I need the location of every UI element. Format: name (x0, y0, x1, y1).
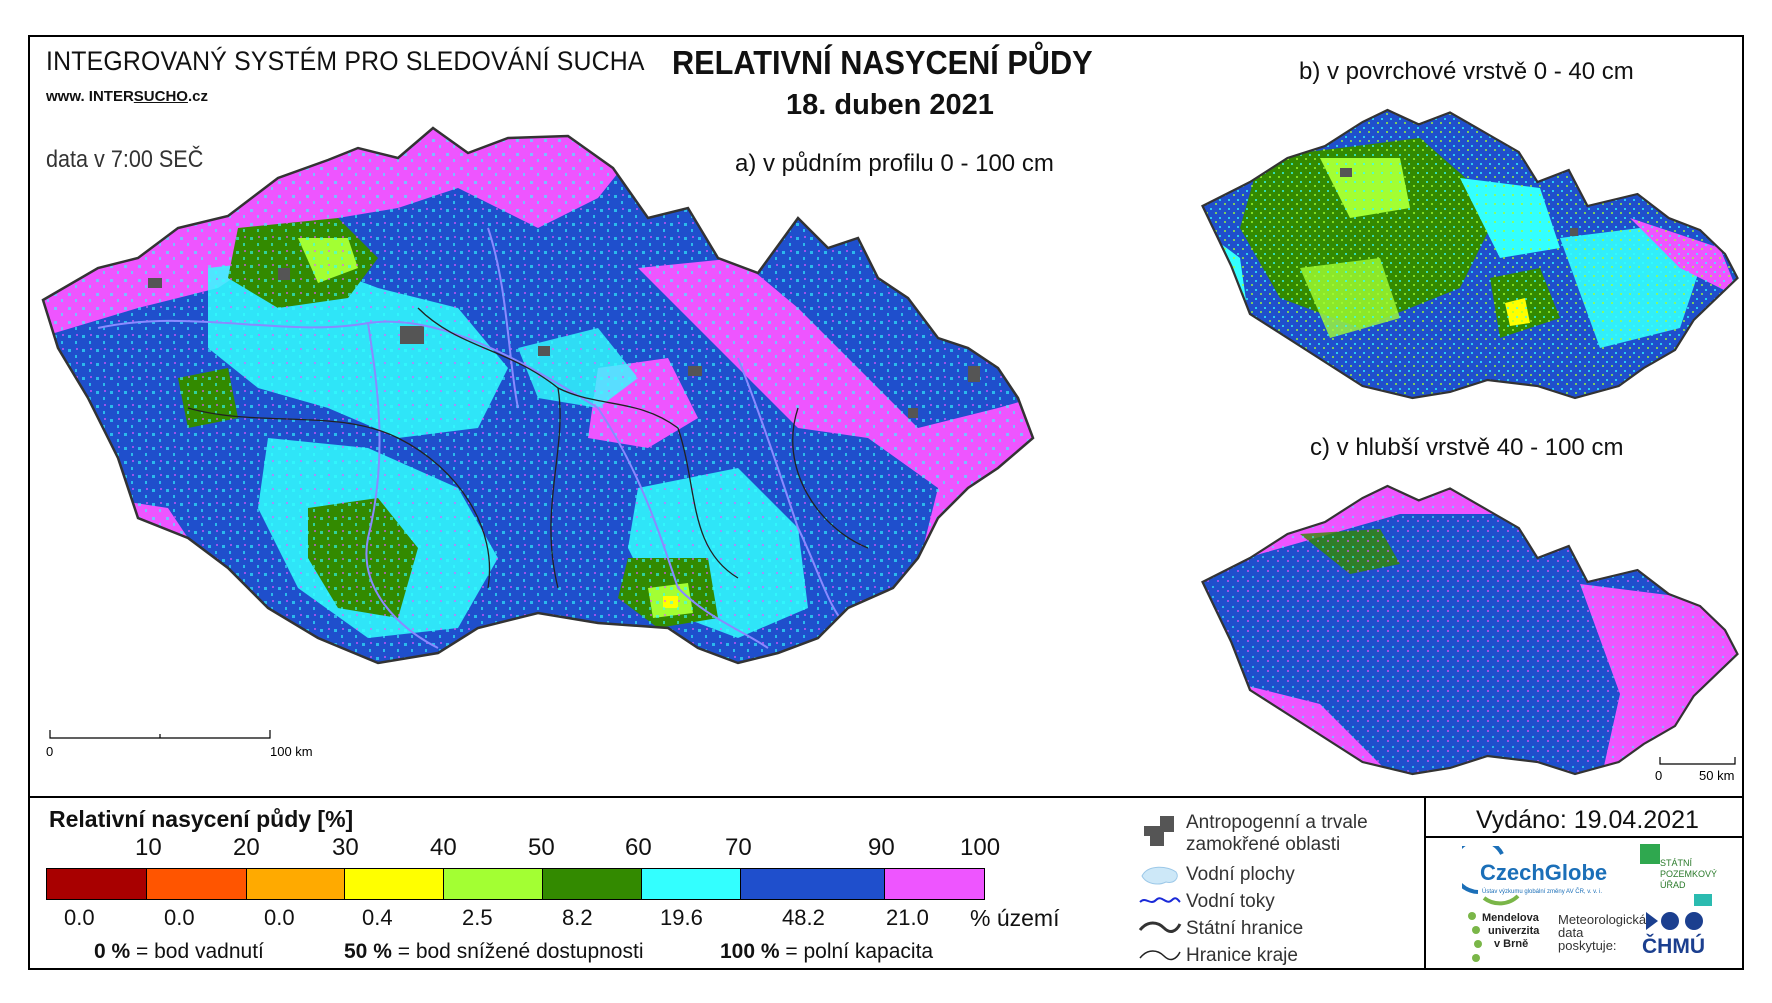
spu-mark-icon (1694, 894, 1712, 906)
spu-logo: STÁTNÍ POZEMKOVÝ ÚŘAD (1660, 858, 1718, 890)
data-time: data v 7:00 SEČ (46, 146, 204, 173)
map-b (1201, 108, 1739, 400)
czechglobe-logo-arc (1462, 846, 1520, 906)
scale-bar-small: 0 50 km (1655, 757, 1736, 783)
scale-bar-main: 0 100 km (46, 730, 313, 758)
class-percent: 0.0 (164, 905, 195, 930)
svg-text:100 km: 100 km (270, 744, 313, 758)
class-percent: 2.5 (462, 905, 493, 930)
legend-swatch (741, 869, 885, 899)
system-title: INTEGROVANÝ SYSTÉM PRO SLEDOVÁNÍ SUCHA (46, 46, 645, 76)
legend-swatch (642, 869, 741, 899)
website-link[interactable]: www. INTERSUCHO.cz (46, 88, 208, 105)
footer-divider (1424, 796, 1426, 970)
class-percent: 8.2 (562, 905, 593, 930)
legend-swatch (147, 869, 247, 899)
class-percent: 0.0 (64, 905, 95, 930)
water-body-symbol (1141, 866, 1178, 885)
map-c-label: c) v hlubší vrstvě 40 - 100 cm (1310, 434, 1624, 461)
legend-state-border: Státní hranice (1186, 918, 1304, 939)
legend-tick: 40 (430, 834, 457, 861)
czechglobe-logo: CzechGlobe (1480, 860, 1608, 885)
legend-swatch (543, 869, 642, 899)
spu-logo-icon (1640, 844, 1660, 864)
main-title: RELATIVNÍ NASYCENÍ PŮDY (672, 44, 1093, 81)
legend-anthropogenic: Antropogenní a trvale zamokřené oblasti (1186, 812, 1368, 855)
map-symbols (1138, 816, 1182, 961)
issued-divider (1424, 836, 1744, 838)
mendel-dots-icon (1468, 912, 1482, 962)
legend-note: 0 % = bod vadnutí (94, 940, 264, 963)
class-percent: 0.4 (362, 905, 393, 930)
czechglobe-subtitle: Ústav výzkumu globální změny AV ČR, v. v… (1482, 889, 1603, 895)
class-percent: 19.6 (660, 905, 703, 930)
legend-swatch (47, 869, 147, 899)
map-date: 18. duben 2021 (786, 89, 994, 121)
legend-tick: 60 (625, 834, 652, 861)
percent-unit: % území (970, 905, 1060, 931)
svg-text:0: 0 (1655, 768, 1662, 783)
legend-water-bodies: Vodní plochy (1186, 864, 1295, 885)
legend-note: 100 % = polní kapacita (720, 940, 934, 963)
class-percent: 48.2 (782, 905, 825, 930)
river-symbol (1139, 897, 1181, 903)
issued-date: Vydáno: 19.04.2021 (1476, 806, 1699, 834)
class-percent: 0.0 (264, 905, 295, 930)
legend-region-border: Hranice kraje (1186, 945, 1298, 966)
legend-tick: 90 (868, 834, 895, 861)
legend-swatch (444, 869, 543, 899)
svg-text:50 km: 50 km (1699, 768, 1734, 783)
map-c: 0 50 km (1201, 484, 1739, 783)
map-b-label: b) v povrchové vrstvě 0 - 40 cm (1299, 58, 1634, 85)
anthropogenic-symbol (1144, 816, 1174, 846)
map-a: 0 100 km (41, 126, 1035, 758)
legend-note: 50 % = bod snížené dostupnosti (344, 940, 644, 963)
state-border-symbol (1138, 921, 1182, 933)
mendel-logo: Mendelova univerzita v Brně (1482, 912, 1540, 950)
met-data-provider: Meteorologická data poskytuje: (1558, 912, 1647, 953)
legend-tick: 10 (135, 834, 162, 861)
legend-tick: 30 (332, 834, 359, 861)
chmu-logo: ČHMÚ (1642, 935, 1705, 958)
legend-color-bar (46, 868, 985, 900)
legend-title: Relativní nasycení půdy [%] (49, 806, 354, 832)
svg-text:0: 0 (46, 744, 53, 758)
legend-rivers: Vodní toky (1186, 891, 1275, 912)
legend-tick: 70 (725, 834, 752, 861)
legend-swatch (885, 869, 984, 899)
legend-swatch (345, 869, 444, 899)
chmu-logo-icon (1646, 912, 1703, 930)
legend-tick: 100 (960, 834, 1001, 861)
region-border-symbol (1139, 950, 1181, 961)
legend-swatch (247, 869, 345, 899)
legend-divider (28, 796, 1744, 798)
map-a-label: a) v půdním profilu 0 - 100 cm (735, 150, 1054, 177)
legend-tick: 20 (233, 834, 260, 861)
legend-tick: 50 (528, 834, 555, 861)
class-percent: 21.0 (886, 905, 929, 930)
